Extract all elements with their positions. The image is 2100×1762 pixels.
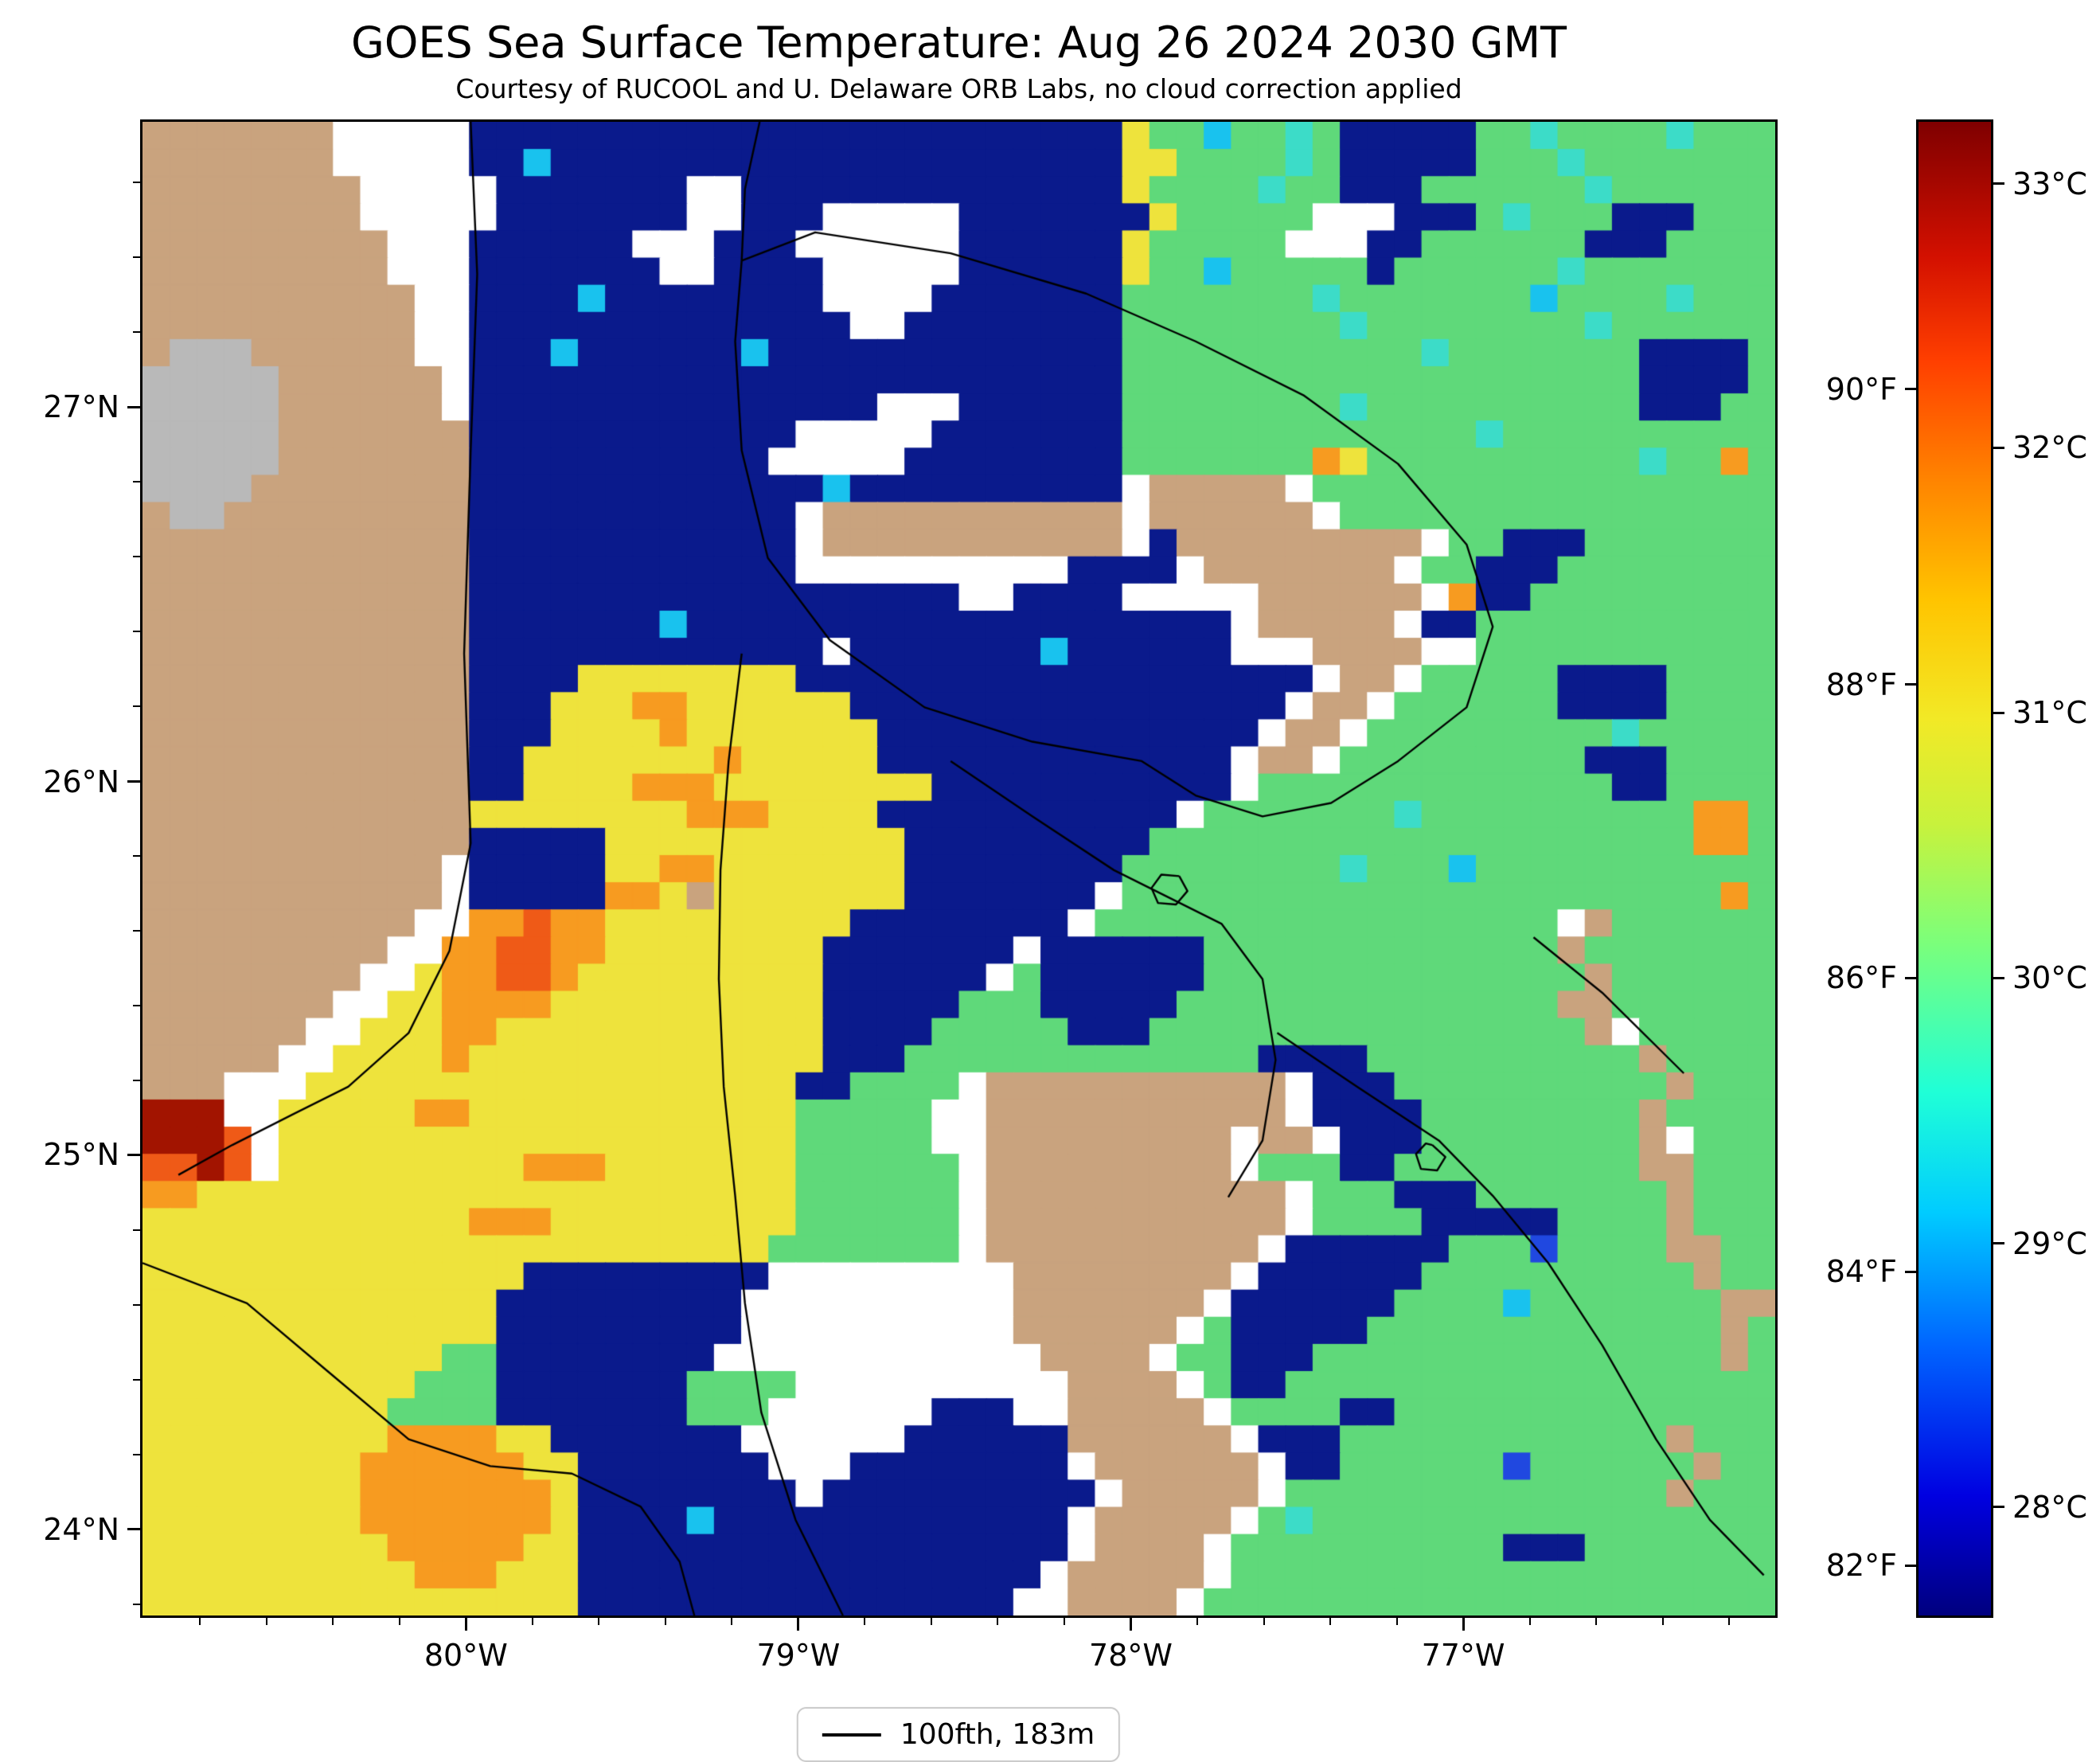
sst-heatmap-canvas (142, 122, 1775, 1615)
y-tick-label: 24°N (43, 1511, 119, 1547)
x-minor-tick (199, 1618, 201, 1625)
colorbar-f-tick (1905, 1270, 1916, 1273)
x-major-tick (797, 1618, 800, 1631)
y-major-tick (127, 780, 140, 783)
y-minor-tick (133, 1304, 140, 1307)
x-minor-tick (1728, 1618, 1731, 1625)
x-tick-label: 80°W (424, 1638, 508, 1673)
colorbar-c-label: 30°C (2012, 960, 2087, 996)
isobath-legend: 100fth, 183m (796, 1707, 1121, 1762)
x-minor-tick (930, 1618, 932, 1625)
y-tick-label: 25°N (43, 1137, 119, 1173)
y-minor-tick (133, 1604, 140, 1606)
colorbar-f-label: 88°F (1825, 666, 1897, 702)
y-minor-tick (133, 1080, 140, 1082)
y-minor-tick (133, 705, 140, 708)
y-major-tick (127, 1153, 140, 1156)
y-minor-tick (133, 930, 140, 932)
colorbar-c-label: 28°C (2012, 1489, 2087, 1525)
colorbar-gradient (1918, 122, 1991, 1615)
colorbar-f-tick (1905, 976, 1916, 979)
x-minor-tick (531, 1618, 533, 1625)
y-minor-tick (133, 1454, 140, 1456)
page-subtitle: Courtesy of RUCOOL and U. Delaware ORB L… (455, 73, 1462, 104)
map-plot-area (140, 119, 1778, 1618)
y-minor-tick (133, 556, 140, 558)
x-minor-tick (398, 1618, 400, 1625)
colorbar-c-tick (1993, 446, 2004, 449)
y-minor-tick (133, 331, 140, 334)
x-minor-tick (864, 1618, 866, 1625)
x-tick-label: 77°W (1421, 1638, 1505, 1673)
y-major-tick (127, 1528, 140, 1531)
colorbar-f-label: 86°F (1825, 960, 1897, 996)
x-tick-label: 78°W (1089, 1638, 1173, 1673)
x-minor-tick (664, 1618, 666, 1625)
x-minor-tick (265, 1618, 267, 1625)
x-tick-label: 79°W (756, 1638, 841, 1673)
temperature-colorbar (1916, 119, 1993, 1618)
y-minor-tick (133, 1229, 140, 1232)
x-minor-tick (598, 1618, 600, 1625)
colorbar-f-tick (1905, 1564, 1916, 1567)
colorbar-f-label: 84°F (1825, 1254, 1897, 1290)
y-minor-tick (133, 256, 140, 259)
x-major-tick (464, 1618, 467, 1631)
x-minor-tick (1595, 1618, 1598, 1625)
y-minor-tick (133, 481, 140, 483)
colorbar-f-tick (1905, 683, 1916, 686)
colorbar-f-label: 82°F (1825, 1548, 1897, 1584)
colorbar-c-tick (1993, 182, 2004, 186)
x-minor-tick (1263, 1618, 1265, 1625)
y-minor-tick (133, 1005, 140, 1007)
colorbar-c-tick (1993, 711, 2004, 714)
y-minor-tick (133, 855, 140, 858)
y-minor-tick (133, 631, 140, 633)
colorbar-c-label: 31°C (2012, 695, 2087, 731)
y-minor-tick (133, 182, 140, 184)
colorbar-c-tick (1993, 976, 2004, 979)
colorbar-f-label: 90°F (1825, 371, 1897, 407)
colorbar-f-tick (1905, 388, 1916, 391)
x-minor-tick (1395, 1618, 1398, 1625)
x-minor-tick (1063, 1618, 1065, 1625)
y-tick-label: 27°N (43, 389, 119, 425)
y-tick-label: 26°N (43, 764, 119, 799)
x-minor-tick (1329, 1618, 1332, 1625)
colorbar-c-tick (1993, 1242, 2004, 1244)
x-major-tick (1129, 1618, 1132, 1631)
colorbar-c-tick (1993, 1506, 2004, 1509)
x-minor-tick (1661, 1618, 1664, 1625)
isobath-line-sample (822, 1733, 881, 1737)
colorbar-c-label: 33°C (2012, 166, 2087, 201)
isobath-legend-label: 100fth, 183m (900, 1718, 1095, 1751)
y-major-tick (127, 405, 140, 408)
x-minor-tick (332, 1618, 334, 1625)
x-minor-tick (1196, 1618, 1198, 1625)
x-minor-tick (1528, 1618, 1531, 1625)
y-minor-tick (133, 1379, 140, 1381)
x-minor-tick (731, 1618, 733, 1625)
colorbar-c-label: 29°C (2012, 1225, 2087, 1261)
x-minor-tick (997, 1618, 999, 1625)
colorbar-c-label: 32°C (2012, 430, 2087, 466)
page-title: GOES Sea Surface Temperature: Aug 26 202… (350, 18, 1567, 68)
x-major-tick (1462, 1618, 1465, 1631)
